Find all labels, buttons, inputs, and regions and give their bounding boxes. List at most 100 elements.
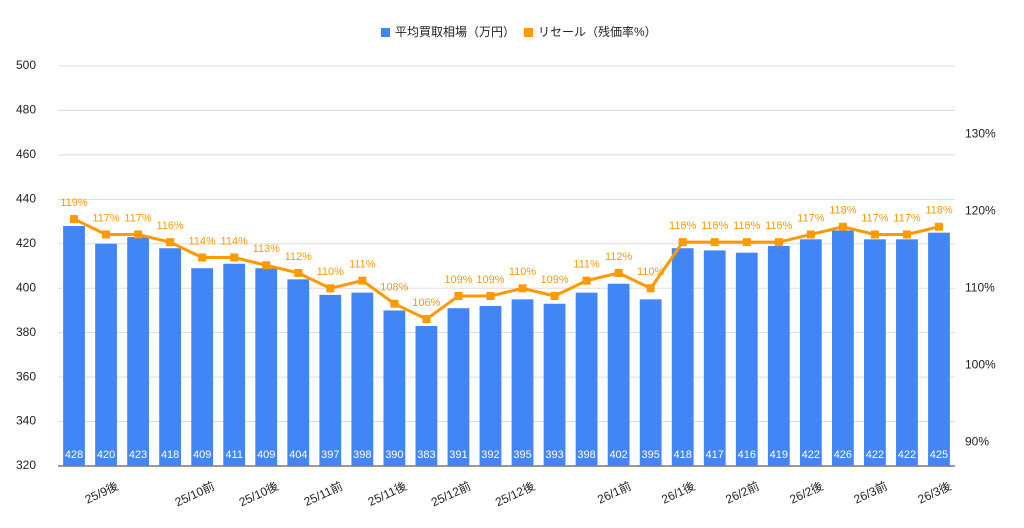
bar-value-label: 395 bbox=[513, 449, 531, 461]
line-marker bbox=[742, 238, 751, 247]
y-tick-label: 460 bbox=[16, 147, 36, 161]
line-marker bbox=[70, 215, 79, 224]
line-value-label: 114% bbox=[188, 235, 216, 247]
bar-value-label: 404 bbox=[289, 449, 307, 461]
line-marker bbox=[262, 261, 271, 270]
y-tick-label: 380 bbox=[16, 325, 36, 339]
line-value-label: 117% bbox=[92, 212, 120, 224]
line-marker bbox=[326, 284, 335, 293]
legend-label: 平均買取相場（万円） bbox=[395, 25, 515, 39]
bar bbox=[928, 232, 950, 466]
bar-value-label: 398 bbox=[353, 449, 371, 461]
bar-value-label: 391 bbox=[449, 449, 467, 461]
bar-value-label: 418 bbox=[161, 449, 179, 461]
line-marker bbox=[678, 238, 687, 247]
bar-value-label: 417 bbox=[706, 449, 724, 461]
line-marker bbox=[806, 230, 815, 239]
line-marker bbox=[614, 268, 623, 277]
line-marker bbox=[166, 238, 175, 247]
legend-swatch bbox=[381, 28, 390, 37]
bar-value-label: 419 bbox=[770, 449, 788, 461]
line-value-label: 108% bbox=[380, 282, 408, 294]
y-tick-label: 500 bbox=[16, 58, 36, 72]
line-marker bbox=[646, 284, 655, 293]
line-marker bbox=[102, 230, 111, 239]
bar-value-label: 402 bbox=[609, 449, 627, 461]
legend-label: リセール（残価率%） bbox=[538, 24, 657, 39]
bar bbox=[575, 292, 598, 466]
bar bbox=[703, 250, 726, 466]
bar bbox=[479, 306, 502, 466]
line-value-label: 110% bbox=[509, 266, 537, 278]
bar-value-label: 428 bbox=[65, 449, 83, 461]
bar bbox=[159, 248, 182, 466]
bar-value-label: 422 bbox=[898, 449, 916, 461]
bar bbox=[255, 268, 278, 466]
line-value-label: 114% bbox=[221, 235, 249, 247]
line-marker bbox=[774, 238, 783, 247]
y-tick-label: 340 bbox=[16, 414, 36, 428]
line-value-label: 110% bbox=[317, 266, 345, 278]
y-tick-label: 400 bbox=[16, 280, 36, 294]
legend-swatch bbox=[524, 28, 533, 37]
line-marker bbox=[358, 276, 367, 285]
bar-value-label: 393 bbox=[545, 449, 563, 461]
line-marker bbox=[198, 253, 207, 262]
line-value-label: 109% bbox=[540, 274, 568, 286]
bar bbox=[351, 292, 374, 466]
bar bbox=[63, 226, 85, 466]
line-value-label: 118% bbox=[829, 205, 857, 217]
line-value-label: 111% bbox=[349, 259, 376, 271]
bar-value-label: 392 bbox=[481, 449, 499, 461]
bar-value-label: 422 bbox=[802, 449, 820, 461]
bar-value-label: 383 bbox=[417, 449, 435, 461]
y2-tick-label: 90% bbox=[965, 434, 989, 448]
line-marker bbox=[134, 230, 143, 239]
y2-tick-label: 120% bbox=[965, 204, 996, 218]
line-value-label: 117% bbox=[124, 212, 152, 224]
bar bbox=[607, 283, 630, 466]
bar bbox=[127, 237, 149, 466]
line-value-label: 116% bbox=[733, 220, 761, 232]
bar bbox=[383, 310, 406, 466]
bar bbox=[511, 299, 534, 466]
line-value-label: 110% bbox=[637, 266, 665, 278]
bar bbox=[223, 263, 246, 466]
line-marker bbox=[486, 292, 495, 300]
line-value-label: 117% bbox=[861, 212, 889, 224]
y2-tick-label: 130% bbox=[965, 127, 996, 141]
bar bbox=[543, 303, 566, 466]
line-marker bbox=[390, 299, 399, 308]
bar bbox=[639, 299, 662, 466]
bar-value-label: 395 bbox=[641, 449, 659, 461]
legend: 平均買取相場（万円） リセール（残価率%） bbox=[381, 24, 657, 39]
line-value-label: 109% bbox=[444, 274, 472, 286]
line-marker bbox=[518, 284, 527, 293]
y-tick-label: 480 bbox=[16, 103, 36, 117]
line-marker bbox=[934, 222, 943, 231]
line-value-label: 116% bbox=[669, 220, 697, 232]
line-value-label: 116% bbox=[765, 220, 793, 232]
bar-value-label: 423 bbox=[129, 449, 147, 461]
y2-tick-label: 100% bbox=[965, 357, 996, 371]
bar-value-label: 426 bbox=[834, 449, 852, 461]
y-tick-label: 440 bbox=[16, 192, 36, 206]
line-marker bbox=[870, 230, 879, 239]
bar-value-label: 420 bbox=[97, 449, 115, 461]
y-tick-label: 320 bbox=[16, 458, 36, 472]
line-marker bbox=[230, 253, 239, 262]
line-value-label: 113% bbox=[253, 243, 281, 255]
line-value-label: 117% bbox=[893, 212, 921, 224]
bar-value-label: 416 bbox=[738, 449, 756, 461]
bar bbox=[191, 268, 214, 466]
bar-value-label: 425 bbox=[930, 449, 948, 461]
line bbox=[73, 217, 940, 321]
line-value-label: 112% bbox=[605, 251, 633, 263]
line-marker bbox=[582, 276, 591, 285]
y-tick-label: 360 bbox=[16, 369, 36, 383]
bar bbox=[864, 239, 886, 466]
bar bbox=[735, 252, 758, 466]
line-marker bbox=[838, 222, 847, 231]
bar bbox=[767, 246, 790, 466]
